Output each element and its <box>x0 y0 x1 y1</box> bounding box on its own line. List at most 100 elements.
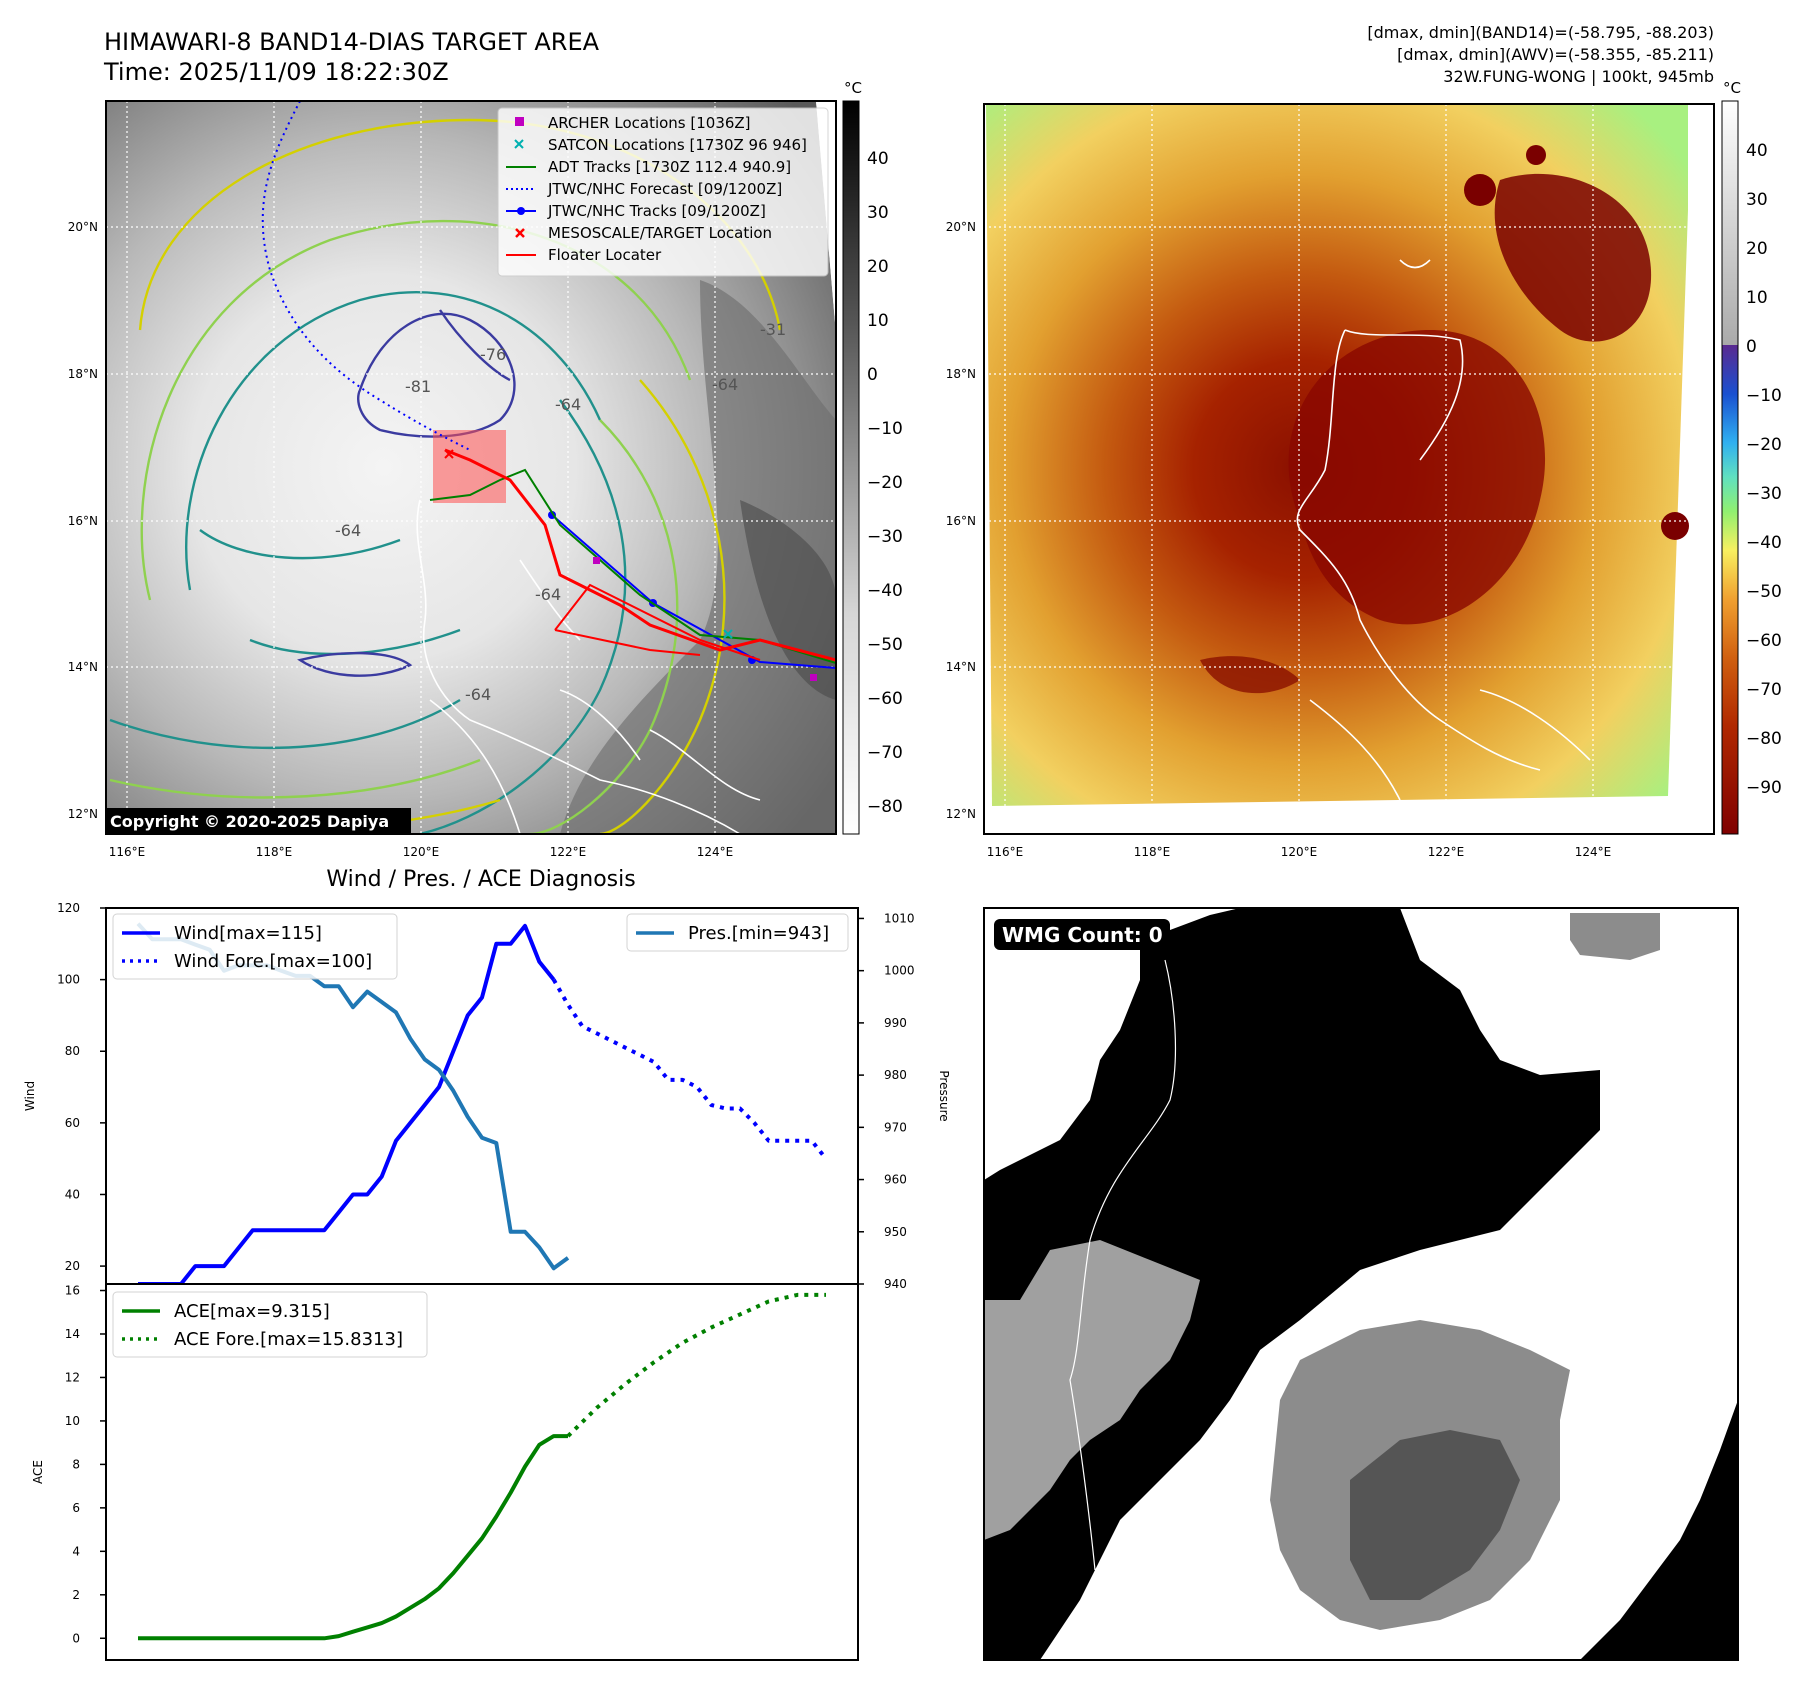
wmg-cold-region <box>984 908 1600 1660</box>
color-colorbar-unit: °C <box>1723 79 1741 97</box>
contour-labels: -76 -81 -64 -64 -64 -31 -64 -64 <box>335 320 786 704</box>
svg-text:4: 4 <box>72 1544 80 1558</box>
svg-text:120°E: 120°E <box>403 845 440 859</box>
svg-text:−40: −40 <box>1746 533 1782 553</box>
svg-text:−20: −20 <box>867 473 903 493</box>
svg-text:−50: −50 <box>1746 582 1782 602</box>
ace-ticks: 16 14 12 10 8 6 4 2 0 <box>65 1284 80 1646</box>
ace-line <box>138 1434 568 1641</box>
svg-text:−60: −60 <box>867 689 903 709</box>
ace-tick-marks <box>100 1289 106 1640</box>
wind-line <box>138 923 556 1286</box>
svg-text:40: 40 <box>65 1187 80 1201</box>
target-box <box>433 430 506 503</box>
svg-text:80: 80 <box>65 1044 80 1058</box>
svg-text:16°N: 16°N <box>68 514 98 528</box>
map-legend: ARCHER Locations [1036Z] SATCON Location… <box>497 107 829 277</box>
pressure-ticks: 1010 1000 990 980 970 960 950 940 <box>884 911 915 1291</box>
wmg-gray-region-ne <box>1570 913 1660 960</box>
svg-text:-64: -64 <box>335 521 361 540</box>
wmg-count: WMG Count: 0 <box>1002 923 1163 947</box>
legend-archer: ARCHER Locations [1036Z] <box>548 114 751 132</box>
jtwc-track <box>551 514 836 669</box>
svg-text:-76: -76 <box>480 345 506 364</box>
ace-series-layer <box>138 1292 826 1641</box>
svg-text:120°E: 120°E <box>1281 845 1318 859</box>
svg-text:-64: -64 <box>465 685 491 704</box>
svg-text:940: 940 <box>884 1277 907 1291</box>
svg-text:-81: -81 <box>405 377 431 396</box>
wind-forecast-line <box>551 978 828 1160</box>
svg-text:1000: 1000 <box>884 964 915 978</box>
color-lon-labels: 116°E 118°E 120°E 122°E 124°E <box>987 845 1612 859</box>
svg-text:980: 980 <box>884 1068 907 1082</box>
floater-track <box>444 448 836 662</box>
svg-text:122°E: 122°E <box>1428 845 1465 859</box>
color-features <box>984 104 1714 834</box>
pressure-legend: Pres.[min=943] <box>626 913 849 952</box>
ir-colorbar: °C 40 30 20 10 0 −10 −20 −30 −40 −50 −60… <box>842 79 903 835</box>
svg-text:40: 40 <box>1746 141 1768 161</box>
legend-satcon: SATCON Locations [1730Z 96 946] <box>548 136 807 154</box>
svg-text:−80: −80 <box>1746 729 1782 749</box>
color-gridlines <box>984 104 1714 834</box>
svg-text:116°E: 116°E <box>109 845 146 859</box>
svg-text:−30: −30 <box>867 527 903 547</box>
svg-text:-64: -64 <box>555 395 581 414</box>
svg-text:18°N: 18°N <box>68 367 98 381</box>
wmg-panel: WMG Count: 0 <box>983 907 1739 1661</box>
ir-map-panel: -76 -81 -64 -64 -64 -31 -64 -64 <box>68 100 837 859</box>
svg-text:−30: −30 <box>1746 484 1782 504</box>
svg-text:20: 20 <box>65 1259 80 1273</box>
ir-lon-labels: 116°E 118°E 120°E 122°E 124°E <box>109 845 734 859</box>
legend-pressure: Pres.[min=943] <box>688 923 829 944</box>
coastlines <box>1296 259 1591 801</box>
legend-ace: ACE[max=9.315] <box>174 1301 330 1322</box>
copyright-box <box>106 808 411 834</box>
svg-text:14°N: 14°N <box>946 660 976 674</box>
color-colorbar: °C 40 30 20 10 0 −10 −20 −30 −40 −50 −60… <box>1721 79 1782 835</box>
wind-legend: Wind[max=115] Wind Fore.[max=100] <box>112 913 398 980</box>
svg-text:−80: −80 <box>867 797 903 817</box>
svg-text:40: 40 <box>867 149 889 169</box>
legend-target: MESOSCALE/TARGET Location <box>548 224 772 242</box>
ir-colorbar-ticks: 40 30 20 10 0 −10 −20 −30 −40 −50 −60 −7… <box>867 149 903 817</box>
svg-text:-31: -31 <box>760 320 786 339</box>
ace-chart: ACE 16 14 12 10 8 6 4 2 0 ACE[max=9.315]… <box>31 1283 859 1661</box>
svg-text:2: 2 <box>72 1588 80 1602</box>
legend-jtwc-forecast: JTWC/NHC Forecast [09/1200Z] <box>547 180 782 198</box>
color-map-frame <box>983 103 1715 835</box>
target-marker <box>444 449 454 459</box>
svg-text:6: 6 <box>72 1501 80 1515</box>
wind-ticks: 120 100 80 60 40 20 <box>57 901 80 1273</box>
legend-wind: Wind[max=115] <box>174 923 322 944</box>
band14-range: [dmax, dmin](BAND14)=(-58.795, -88.203) <box>1367 23 1714 42</box>
archer-marker <box>593 557 600 564</box>
svg-text:12: 12 <box>65 1370 80 1384</box>
copyright-text: Copyright © 2020-2025 Dapiya <box>110 812 389 831</box>
svg-text:14°N: 14°N <box>68 660 98 674</box>
color-map-panel: 116°E 118°E 120°E 122°E 124°E 20°N 18°N … <box>946 103 1715 859</box>
ir-colorbar-unit: °C <box>844 79 862 97</box>
svg-text:100: 100 <box>57 973 80 987</box>
svg-text:16: 16 <box>65 1284 80 1298</box>
svg-text:16°N: 16°N <box>946 514 976 528</box>
svg-text:0: 0 <box>72 1631 80 1645</box>
svg-text:−60: −60 <box>1746 631 1782 651</box>
svg-text:122°E: 122°E <box>550 845 587 859</box>
legend-ace-fore: ACE Fore.[max=15.8313] <box>174 1329 403 1350</box>
svg-text:-64: -64 <box>535 585 561 604</box>
diag-title: Wind / Pres. / ACE Diagnosis <box>326 867 635 892</box>
adt-track <box>429 468 836 664</box>
wmg-coastline <box>1069 959 1177 1571</box>
legend-floater: Floater Locater <box>548 246 662 264</box>
ir-gridlines <box>106 101 836 834</box>
svg-text:10: 10 <box>1746 288 1768 308</box>
awv-range: [dmax, dmin](AWV)=(-58.355, -85.211) <box>1397 45 1714 64</box>
svg-text:124°E: 124°E <box>697 845 734 859</box>
svg-text:−70: −70 <box>1746 680 1782 700</box>
color-lat-labels: 20°N 18°N 16°N 14°N 12°N <box>946 220 976 821</box>
satcon-marker <box>723 629 733 639</box>
svg-text:20°N: 20°N <box>68 220 98 234</box>
